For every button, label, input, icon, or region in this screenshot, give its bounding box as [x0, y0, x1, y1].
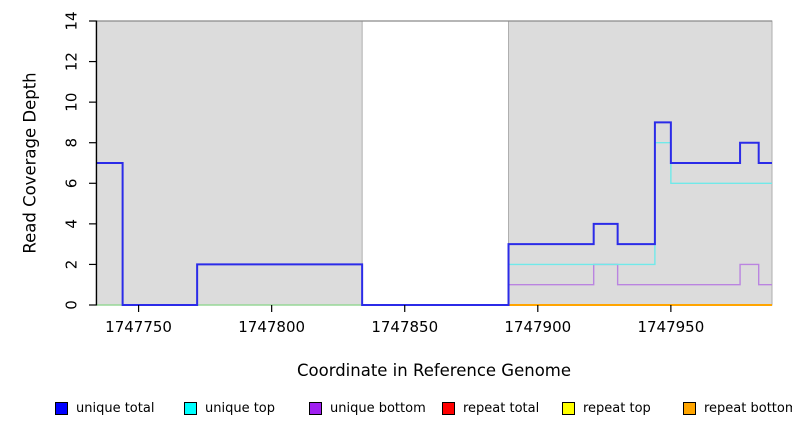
unique-total-swatch-icon	[55, 401, 68, 415]
repeat-total-swatch-icon	[442, 401, 455, 415]
legend-label: unique top	[205, 400, 276, 416]
legend-item-repeat-bottom: repeat bottom	[683, 400, 792, 416]
y-tick-label: 2	[63, 260, 81, 270]
legend-label: unique bottom	[330, 400, 426, 416]
y-tick-label: 12	[63, 52, 81, 71]
x-tick-label: 1747900	[504, 318, 571, 336]
legend: unique total unique top unique bottom re…	[0, 400, 792, 420]
shaded-region	[95, 20, 363, 306]
legend-item-unique-bottom: unique bottom	[309, 400, 426, 416]
y-tick-label: 0	[63, 300, 81, 310]
y-tick-label: 6	[63, 179, 81, 189]
x-tick-label: 1747950	[637, 318, 704, 336]
legend-label: repeat total	[463, 400, 540, 416]
legend-label: repeat bottom	[704, 400, 792, 416]
series-line-unique-top	[508, 142, 772, 266]
legend-label: unique total	[76, 400, 155, 416]
legend-item-repeat-top: repeat top	[562, 400, 651, 416]
x-tick-label: 1747750	[105, 318, 172, 336]
y-tick-label: 14	[63, 11, 81, 30]
x-axis-title: Coordinate in Reference Genome	[296, 361, 572, 380]
legend-item-unique-total: unique total	[55, 400, 154, 416]
y-tick-label: 8	[63, 138, 81, 148]
series-line-unique-bottom	[508, 263, 772, 286]
repeat-bottom-swatch-icon	[683, 401, 696, 415]
y-tick-label: 4	[63, 219, 81, 229]
repeat-top-swatch-icon	[562, 401, 575, 415]
series-line-unique-total	[96, 121, 772, 306]
unique-top-swatch-icon	[184, 401, 197, 415]
legend-label: repeat top	[583, 400, 651, 416]
x-tick-label: 1747850	[371, 318, 438, 336]
legend-item-unique-top: unique top	[184, 400, 275, 416]
y-tick-label: 10	[63, 93, 81, 112]
x-tick-label: 1747800	[238, 318, 305, 336]
unique-bottom-swatch-icon	[309, 401, 322, 415]
y-axis-title: Read Coverage Depth	[20, 72, 40, 254]
legend-item-repeat-total: repeat total	[442, 400, 539, 416]
